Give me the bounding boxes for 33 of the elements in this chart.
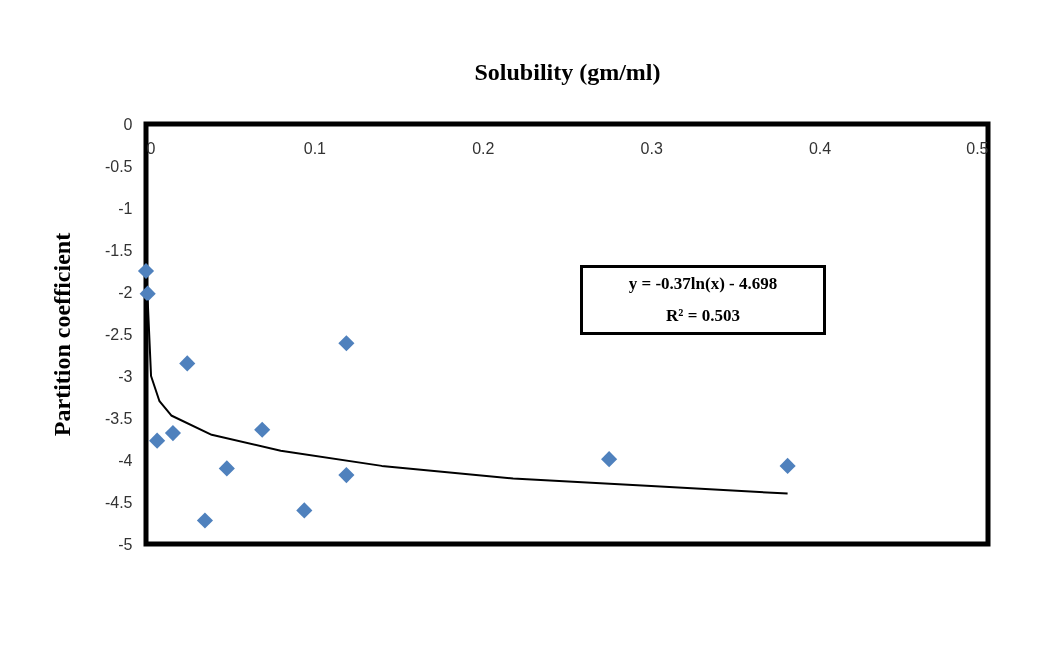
y-tick-label: -4.5 <box>104 493 133 511</box>
x-axis-title: Solubility (gm/ml) <box>474 58 661 85</box>
y-tick-label: -4 <box>118 451 133 469</box>
x-tick-label: 0.1 <box>303 139 327 157</box>
x-tick-label: 0.2 <box>472 139 495 157</box>
point <box>179 355 196 372</box>
point <box>164 425 182 442</box>
y-tick-label: -2 <box>118 283 133 301</box>
y-tick-label: -0.5 <box>104 157 133 175</box>
point <box>139 285 156 302</box>
y-axis-title: Partition coefficient <box>48 232 75 437</box>
annotation: R² = 0.503 <box>665 305 741 327</box>
point <box>779 457 796 474</box>
point <box>601 451 618 468</box>
point <box>137 262 155 280</box>
y-tick-label: -2.5 <box>104 325 133 343</box>
x-tick-label: 0.3 <box>640 139 663 157</box>
point <box>254 421 271 438</box>
x-tick-label: 0.4 <box>808 139 832 157</box>
y-tick-label: 0 <box>123 115 133 133</box>
point <box>296 502 313 519</box>
annotation: y = -0.37ln(x) - 4.698 <box>627 273 779 295</box>
y-tick-label: -5 <box>118 535 133 553</box>
y-tick-label: -1 <box>118 199 133 217</box>
point <box>218 460 235 477</box>
point <box>338 467 355 484</box>
equation-box: y = -0.37ln(x) - 4.698 R² = 0.503 <box>580 265 826 335</box>
y-tick-label: -3.5 <box>104 409 133 427</box>
y-tick-label: -3 <box>118 367 133 385</box>
point <box>196 512 213 529</box>
point <box>338 335 355 352</box>
point <box>149 432 166 449</box>
y-tick-label: -1.5 <box>104 241 133 259</box>
